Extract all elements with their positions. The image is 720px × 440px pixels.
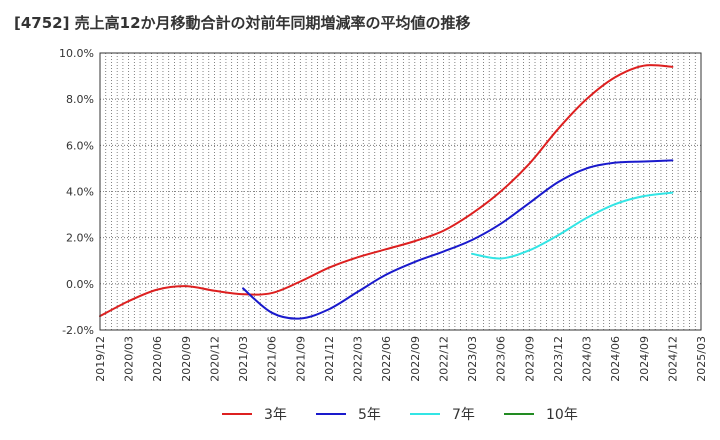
x-tick-label: 2022/09 (409, 336, 422, 382)
x-tick-label: 2024/12 (666, 336, 679, 382)
legend-label: 10年 (546, 407, 578, 423)
x-tick-label: 2023/06 (495, 336, 508, 382)
x-tick-label: 2022/12 (437, 336, 450, 382)
x-tick-label: 2021/03 (237, 336, 250, 382)
x-tick-label: 2024/06 (609, 336, 622, 382)
x-tick-label: 2024/09 (638, 336, 651, 382)
legend-label: 5年 (358, 407, 381, 423)
x-tick-label: 2023/09 (523, 336, 536, 382)
chart-title: [4752] 売上高12か月移動合計の対前年同期増減率の平均値の推移 (14, 14, 471, 32)
y-tick-label: 4.0% (66, 186, 94, 199)
x-tick-label: 2019/12 (94, 336, 107, 382)
y-tick-label: 2.0% (66, 232, 94, 245)
legend-label: 3年 (264, 407, 287, 423)
x-tick-label: 2020/06 (151, 336, 164, 382)
y-tick-label: 6.0% (66, 139, 94, 152)
legend-label: 7年 (452, 407, 475, 423)
x-tick-label: 2023/03 (466, 336, 479, 382)
x-tick-label: 2023/12 (552, 336, 565, 382)
y-tick-label: 0.0% (66, 278, 94, 291)
x-tick-label: 2021/06 (266, 336, 279, 382)
x-tick-label: 2020/09 (180, 336, 193, 382)
series-line-3 (471, 191, 674, 260)
x-tick-label: 2021/09 (294, 336, 307, 382)
x-tick-label: 2024/03 (581, 336, 594, 382)
x-tick-label: 2021/12 (323, 336, 336, 382)
plot-border (99, 52, 702, 331)
series-line-1 (99, 64, 674, 318)
y-tick-label: 8.0% (66, 93, 94, 106)
x-tick-label: 2025/03 (695, 336, 708, 382)
y-tick-label: 10.0% (59, 47, 94, 60)
x-tick-label: 2020/03 (123, 336, 136, 382)
y-tick-label: -2.0% (62, 324, 94, 337)
x-tick-label: 2020/12 (208, 336, 221, 382)
series-line-2 (242, 159, 674, 320)
x-tick-label: 2022/03 (352, 336, 365, 382)
x-tick-label: 2022/06 (380, 336, 393, 382)
